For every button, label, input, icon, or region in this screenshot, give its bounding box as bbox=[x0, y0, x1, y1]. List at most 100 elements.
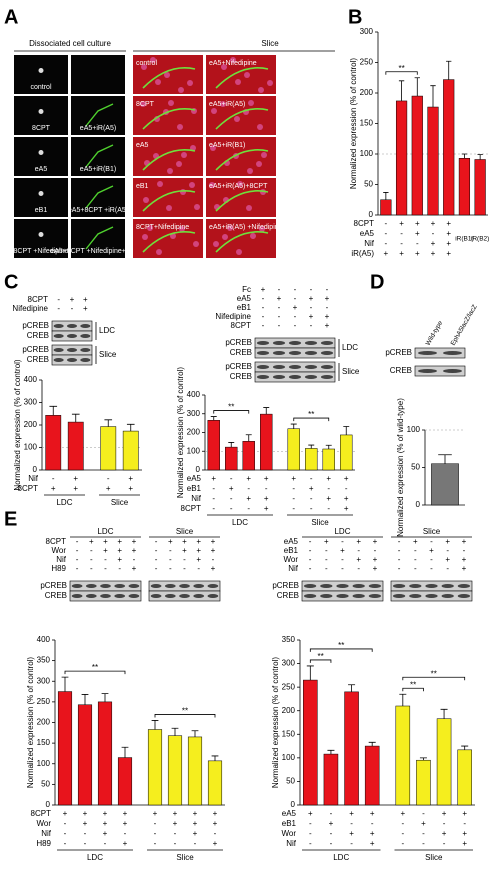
image-label: eA5+iR(A5) bbox=[209, 101, 245, 108]
band bbox=[320, 351, 334, 355]
significance-label: ** bbox=[318, 652, 324, 661]
micrograph bbox=[14, 178, 68, 217]
sign: + bbox=[193, 819, 198, 828]
sign: - bbox=[400, 239, 403, 248]
sign: + bbox=[83, 295, 88, 304]
cell-body bbox=[38, 109, 44, 114]
column-header: Slice bbox=[261, 39, 279, 48]
error-bar bbox=[461, 153, 468, 159]
band bbox=[443, 351, 462, 355]
significance-label: ** bbox=[308, 410, 314, 419]
row-label: Wor bbox=[281, 829, 296, 838]
sign: - bbox=[309, 839, 312, 848]
bar-label: iR(B1) bbox=[455, 236, 473, 243]
sign: + bbox=[106, 484, 111, 493]
band bbox=[320, 365, 334, 369]
group-label: LDC bbox=[87, 853, 103, 862]
sign: + bbox=[291, 474, 296, 483]
y-tick-label: 100 bbox=[24, 443, 38, 452]
cell-body bbox=[213, 241, 219, 247]
cell-body bbox=[187, 80, 193, 86]
sign: - bbox=[90, 555, 93, 564]
error-bar bbox=[104, 419, 113, 427]
neuron bbox=[142, 190, 196, 212]
sign: - bbox=[230, 494, 233, 503]
sign: + bbox=[70, 295, 75, 304]
sign: + bbox=[103, 809, 108, 818]
sign: - bbox=[76, 555, 79, 564]
band-label: CREB bbox=[27, 331, 49, 340]
cell-body bbox=[258, 87, 264, 93]
bar bbox=[207, 760, 223, 806]
sign: + bbox=[431, 219, 436, 228]
row-label: eA5 bbox=[360, 229, 375, 238]
sign: + bbox=[431, 249, 436, 258]
sign: - bbox=[247, 504, 250, 513]
band bbox=[85, 584, 97, 588]
y-tick-label: 250 bbox=[282, 682, 296, 691]
micrograph bbox=[71, 178, 125, 217]
bar bbox=[242, 441, 255, 471]
sign: + bbox=[196, 537, 201, 546]
image-label: eA5+iR(A5)+8CPT bbox=[209, 183, 268, 190]
sign: + bbox=[117, 537, 122, 546]
band bbox=[53, 324, 64, 328]
cell-body bbox=[190, 145, 196, 151]
sign: - bbox=[90, 564, 93, 573]
sign: + bbox=[132, 546, 137, 555]
cell-body bbox=[167, 168, 173, 174]
row-label: 8CPT bbox=[46, 537, 67, 546]
band bbox=[368, 584, 382, 588]
sign: - bbox=[422, 809, 425, 818]
band bbox=[320, 341, 334, 345]
sign: + bbox=[462, 809, 467, 818]
image-label: eA5 bbox=[35, 166, 48, 173]
sign: + bbox=[264, 474, 269, 483]
band bbox=[392, 594, 406, 598]
band bbox=[71, 594, 83, 598]
sign: - bbox=[212, 494, 215, 503]
bar bbox=[45, 415, 62, 471]
sign: + bbox=[264, 494, 269, 503]
sign: + bbox=[340, 546, 345, 555]
sign: - bbox=[292, 504, 295, 513]
sign: + bbox=[246, 494, 251, 503]
neuron bbox=[215, 149, 269, 171]
sign: - bbox=[463, 546, 466, 555]
sign: + bbox=[462, 839, 467, 848]
band bbox=[320, 594, 333, 598]
sign: + bbox=[211, 564, 216, 573]
sign: + bbox=[370, 839, 375, 848]
sign: + bbox=[309, 312, 314, 321]
sign: - bbox=[310, 474, 313, 483]
row-label: 8CPT bbox=[18, 484, 39, 493]
sign: + bbox=[442, 829, 447, 838]
significance-bracket bbox=[402, 676, 466, 681]
error-bar bbox=[171, 727, 179, 736]
sign: - bbox=[154, 829, 157, 838]
y-tick-label: 100 bbox=[282, 753, 296, 762]
band bbox=[352, 584, 365, 588]
band bbox=[179, 584, 190, 588]
cell-body bbox=[267, 80, 273, 86]
y-tick-label: 250 bbox=[37, 697, 51, 706]
micrograph bbox=[206, 55, 276, 94]
y-tick-label: 350 bbox=[282, 635, 296, 644]
sign: - bbox=[401, 829, 404, 838]
row-label: H89 bbox=[51, 564, 66, 573]
sign: - bbox=[350, 839, 353, 848]
y-tick-label: 0 bbox=[291, 800, 296, 809]
error-bar bbox=[414, 77, 420, 97]
y-tick-label: 300 bbox=[360, 27, 374, 36]
sign: + bbox=[421, 819, 426, 828]
sign: + bbox=[446, 239, 451, 248]
image-label: control bbox=[30, 84, 51, 91]
sign: - bbox=[341, 555, 344, 564]
sign: + bbox=[356, 555, 361, 564]
bar bbox=[395, 705, 411, 806]
band bbox=[164, 594, 176, 598]
row-label: 8CPT bbox=[28, 295, 49, 304]
band bbox=[66, 324, 78, 328]
band bbox=[256, 341, 270, 345]
row-label: iR(A5) bbox=[351, 249, 374, 258]
